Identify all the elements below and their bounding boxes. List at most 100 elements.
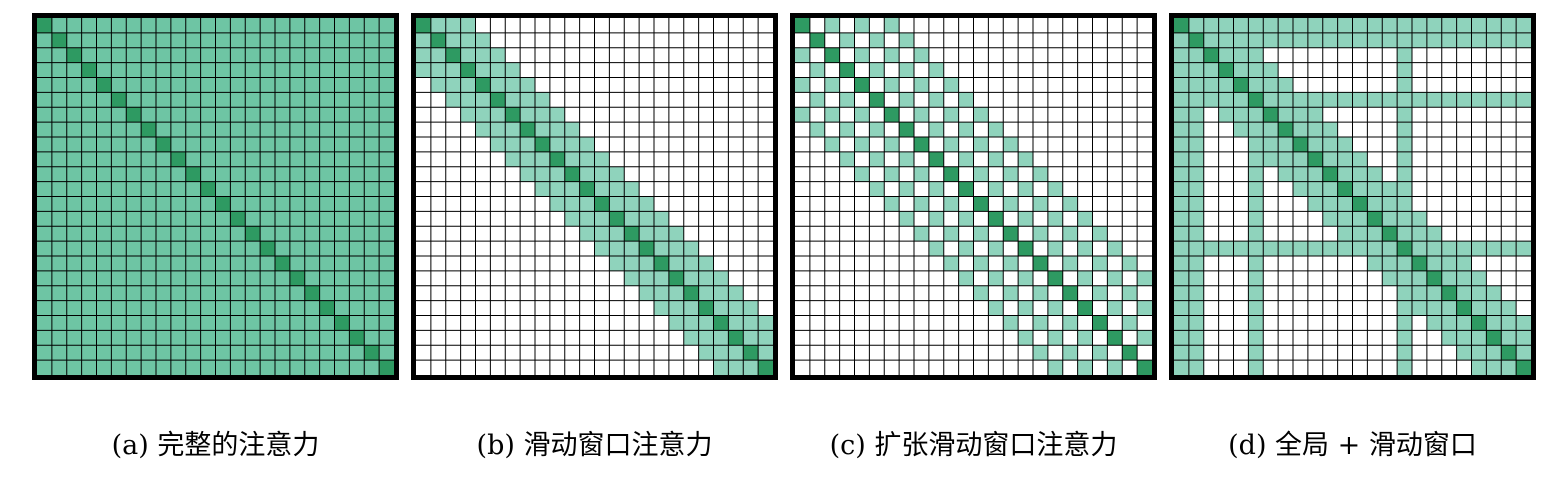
matrix-cell-empty <box>1367 62 1383 78</box>
matrix-cell-attended <box>96 137 112 152</box>
matrix-cell-attended <box>66 270 82 286</box>
caption-global-sliding-window: (d) 全局 + 滑动窗口 <box>1228 430 1477 461</box>
matrix-cell-empty <box>1382 285 1398 301</box>
matrix-cell-diagonal <box>126 107 142 123</box>
matrix-cell-empty <box>1062 330 1078 346</box>
matrix-cell-band <box>928 241 944 256</box>
matrix-cell-attended <box>111 18 127 33</box>
matrix-cell-attended <box>334 345 350 361</box>
matrix-cell-attended <box>81 285 97 301</box>
matrix-cell-empty <box>914 330 929 346</box>
matrix-cell-band <box>1107 360 1123 375</box>
matrix-cell-band <box>1337 226 1353 242</box>
matrix-cell-empty <box>624 330 640 346</box>
matrix-cell-attended <box>185 241 201 256</box>
matrix-cell-empty <box>728 92 744 108</box>
matrix-cell-empty <box>1062 151 1078 167</box>
matrix-frame <box>790 13 1157 380</box>
matrix-cell-band <box>1174 92 1189 108</box>
matrix-cell-attended <box>170 62 186 78</box>
matrix-cell-empty <box>728 211 744 227</box>
matrix-cell-attended <box>364 62 380 78</box>
matrix-cell-band <box>564 151 580 167</box>
matrix-cell-empty <box>594 345 610 361</box>
matrix-cell-band <box>1107 241 1123 256</box>
matrix-cell-attended <box>379 47 394 63</box>
matrix-cell-attended <box>230 315 246 331</box>
matrix-cell-empty <box>1203 211 1219 227</box>
matrix-cell-attended <box>156 47 171 63</box>
matrix-cell-empty <box>884 270 900 286</box>
matrix-cell-attended <box>170 270 186 286</box>
matrix-cell-empty <box>1263 47 1279 63</box>
matrix-cell-empty <box>1077 107 1093 123</box>
matrix-cell-empty <box>1122 107 1138 123</box>
matrix-cell-band <box>1137 270 1152 286</box>
matrix-cell-empty <box>928 226 944 242</box>
matrix-cell-band <box>490 137 506 152</box>
matrix-cell-empty <box>564 345 580 361</box>
matrix-cell-empty <box>1293 315 1308 331</box>
matrix-cell-empty <box>869 270 885 286</box>
matrix-cell-band <box>1188 151 1204 167</box>
matrix-cell-attended <box>141 256 156 271</box>
matrix-cell-attended <box>81 211 97 227</box>
matrix-cell-empty <box>639 137 654 152</box>
matrix-cell-empty <box>1441 151 1457 167</box>
matrix-cell-empty <box>549 315 565 331</box>
matrix-cell-empty <box>1263 270 1279 286</box>
matrix-cell-empty <box>869 315 885 331</box>
matrix-cell-empty <box>824 330 840 346</box>
matrix-cell-empty <box>460 181 476 197</box>
matrix-cell-empty <box>1367 315 1383 331</box>
matrix-cell-band <box>1307 181 1323 197</box>
matrix-cell-empty <box>639 330 654 346</box>
matrix-cell-band <box>520 107 535 123</box>
matrix-cell-attended <box>260 107 275 123</box>
matrix-cell-empty <box>430 211 446 227</box>
matrix-cell-diagonal <box>639 241 654 256</box>
matrix-cell-attended <box>364 270 380 286</box>
matrix-cell-attended <box>215 137 231 152</box>
matrix-cell-empty <box>884 360 900 375</box>
matrix-cell-empty <box>1486 107 1502 123</box>
matrix-cell-empty <box>988 345 1004 361</box>
matrix-cell-empty <box>958 166 974 182</box>
matrix-cell-empty <box>743 270 759 286</box>
matrix-cell-attended <box>260 330 275 346</box>
matrix-cell-empty <box>1062 211 1078 227</box>
matrix-cell-empty <box>416 77 431 93</box>
matrix-cell-band <box>854 18 870 33</box>
matrix-cell-empty <box>1516 196 1531 212</box>
matrix-cell-attended <box>304 137 320 152</box>
matrix-cell-attended <box>51 330 67 346</box>
matrix-cell-attended <box>200 137 216 152</box>
matrix-cell-band <box>1107 270 1123 286</box>
matrix-cell-empty <box>1137 196 1152 212</box>
matrix-cell-band <box>460 107 476 123</box>
matrix-cell-attended <box>215 360 231 375</box>
matrix-cell-band <box>1174 285 1189 301</box>
matrix-cell-empty <box>505 47 521 63</box>
matrix-cell-attended <box>215 256 231 271</box>
matrix-cell-empty <box>639 300 654 316</box>
matrix-cell-empty <box>758 300 773 316</box>
matrix-cell-diagonal <box>379 360 394 375</box>
matrix-cell-attended <box>275 270 290 286</box>
matrix-cell-attended <box>230 345 246 361</box>
matrix-cell-attended <box>185 18 201 33</box>
matrix-cell-empty <box>1307 330 1323 346</box>
matrix-cell-band <box>713 300 729 316</box>
matrix-cell-attended <box>230 241 246 256</box>
matrix-cell-band <box>1047 211 1063 227</box>
matrix-cell-band <box>1486 18 1502 33</box>
matrix-cell-empty <box>1092 300 1108 316</box>
matrix-cell-empty <box>869 77 885 93</box>
matrix-cell-band <box>520 77 535 93</box>
matrix-cell-empty <box>1441 181 1457 197</box>
matrix-cell-empty <box>1062 77 1078 93</box>
matrix-cell-band <box>698 256 714 271</box>
matrix-cell-empty <box>609 107 625 123</box>
matrix-cell-empty <box>654 196 669 212</box>
matrix-cell-band <box>594 241 610 256</box>
